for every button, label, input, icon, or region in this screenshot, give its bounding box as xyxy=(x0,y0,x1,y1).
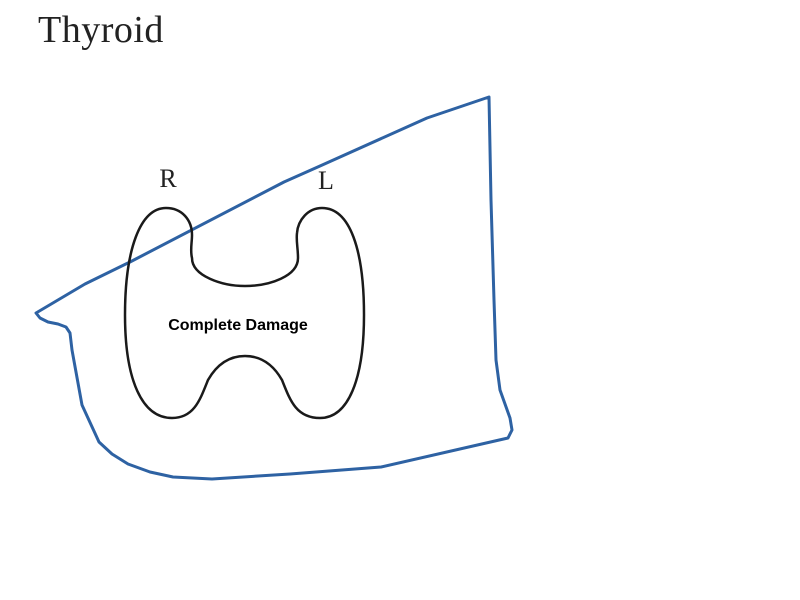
right-lobe-label: R xyxy=(159,164,177,193)
page-title: Thyroid xyxy=(38,9,164,51)
damage-region-outline xyxy=(34,95,514,481)
damage-annotation: Complete Damage xyxy=(168,317,308,334)
left-lobe-label: L xyxy=(318,166,334,195)
thyroid-gland-outline xyxy=(123,206,366,420)
